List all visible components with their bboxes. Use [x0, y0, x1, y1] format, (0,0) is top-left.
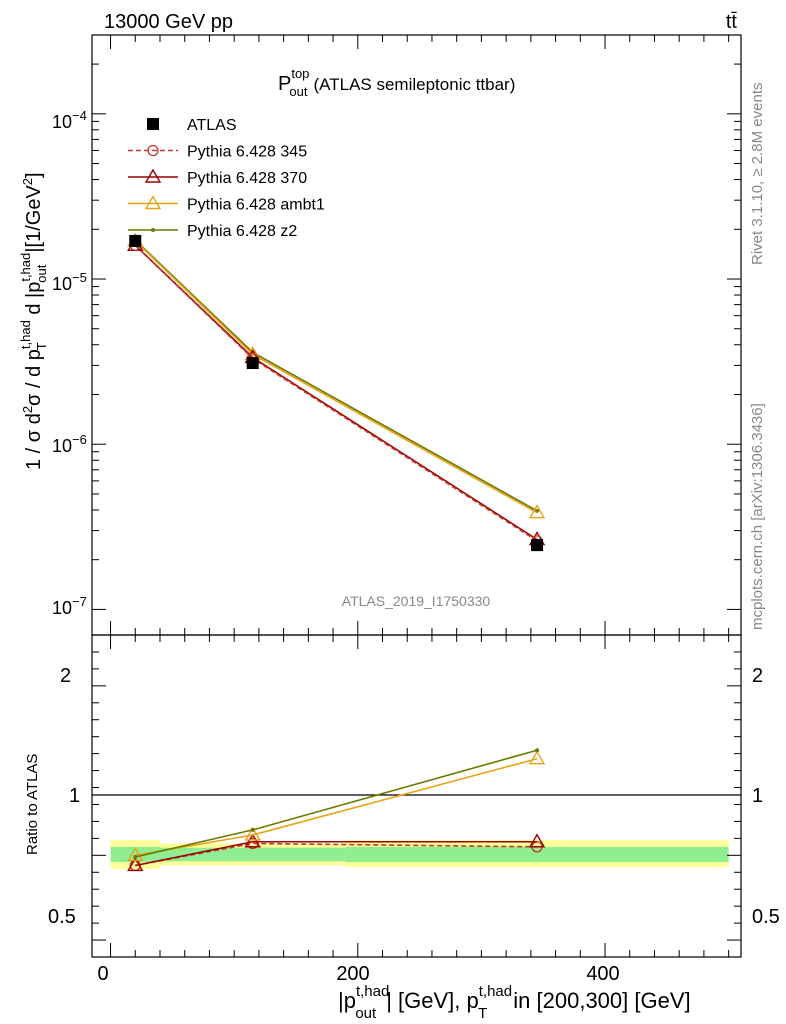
- ratio-tick-right-2: 2: [752, 665, 763, 687]
- series-line: [134, 239, 538, 512]
- ratio-point: [127, 846, 144, 862]
- energy-label: 13000 GeV pp: [104, 11, 233, 33]
- legend-label: ATLAS: [187, 117, 237, 134]
- series-line: [134, 240, 538, 514]
- ratio-tick-left-0.5: 0.5: [48, 906, 76, 928]
- process-label: tt̄: [726, 11, 738, 33]
- ratio-series: [127, 748, 546, 872]
- legend: ATLAS Pythia 6.428 345 Pythia 6.428 370 Pyt…: [128, 117, 325, 240]
- upper-y-axis-label: 1 / σ d2σ / d pt,hadT d |pt,hadout|[1/Ge…: [18, 172, 49, 470]
- x-tick-200: 200: [336, 963, 369, 985]
- ratio-point: [244, 833, 261, 848]
- x-axis-label: |pt,had out| [GeV], pt,had Tin [200,300] […: [338, 983, 691, 1022]
- legend-marker: [144, 168, 162, 183]
- upper-series: [127, 232, 546, 552]
- data-point: [129, 234, 142, 247]
- ratio-point: [528, 833, 546, 848]
- uncertainty-bands: [110, 840, 729, 869]
- data-point: [528, 504, 546, 519]
- legend-label: Pythia 6.428 z2: [187, 223, 297, 240]
- ratio-tick-left-2: 2: [60, 665, 71, 687]
- inner-uncertainty-band: [345, 846, 729, 863]
- y-tick-1e-7: 10−7: [52, 594, 87, 618]
- upper-panel: 10−7 10−6 10−5 10−4 Ptop out (ATLAS semile…: [18, 34, 742, 636]
- legend-marker: [144, 195, 162, 210]
- y-tick-1e-4: 10−4: [52, 108, 87, 132]
- ratio-point: [133, 855, 138, 860]
- series-line: [134, 244, 538, 541]
- x-tick-400: 400: [586, 963, 619, 985]
- series-line: [134, 244, 538, 542]
- ratio-axis-ticks: [92, 635, 741, 957]
- y-tick-1e-5: 10−5: [52, 270, 87, 294]
- legend-marker: [151, 228, 155, 232]
- ratio-series-line: [135, 840, 538, 867]
- legend-label: Pythia 6.428 345: [187, 144, 307, 161]
- mcplots-label: mcplots.cern.ch [arXiv:1306.3436]: [749, 403, 766, 630]
- upper-axis-ticks: [92, 35, 741, 635]
- upper-y-tick-labels: 10−7 10−6 10−5 10−4: [52, 108, 87, 618]
- legend-marker: [147, 144, 159, 157]
- data-point: [531, 539, 544, 552]
- ratio-point: [127, 857, 144, 872]
- legend-marker: [147, 118, 159, 130]
- data-point: [246, 357, 259, 370]
- ratio-point: [250, 827, 255, 832]
- ratio-point: [244, 826, 261, 841]
- ratio-y-axis-label: Ratio to ATLAS: [24, 754, 41, 855]
- x-tick-0: 0: [97, 963, 108, 985]
- rivet-label: Rivet 3.1.10, ≥ 2.8M events: [749, 83, 766, 266]
- legend-label: Pythia 6.428 370: [187, 170, 307, 187]
- inner-uncertainty-band: [110, 846, 160, 863]
- ratio-tick-right-1: 1: [752, 785, 763, 807]
- chart-title: Ptop out (ATLAS semileptonic ttbar): [278, 66, 515, 99]
- legend-label: Pythia 6.428 ambt1: [187, 197, 325, 214]
- ratio-panel: 2 1 0.5 2 1 0.5 Ratio to ATLAS 0 200 400…: [24, 634, 780, 1022]
- y-tick-1e-6: 10−6: [52, 432, 87, 456]
- ratio-tick-left-1: 1: [69, 785, 80, 807]
- ratio-point: [535, 748, 540, 753]
- ratio-frame: [91, 634, 742, 958]
- analysis-watermark: ATLAS_2019_I1750330: [342, 593, 491, 609]
- ratio-point: [528, 750, 546, 765]
- ratio-tick-right-0.5: 0.5: [752, 906, 780, 928]
